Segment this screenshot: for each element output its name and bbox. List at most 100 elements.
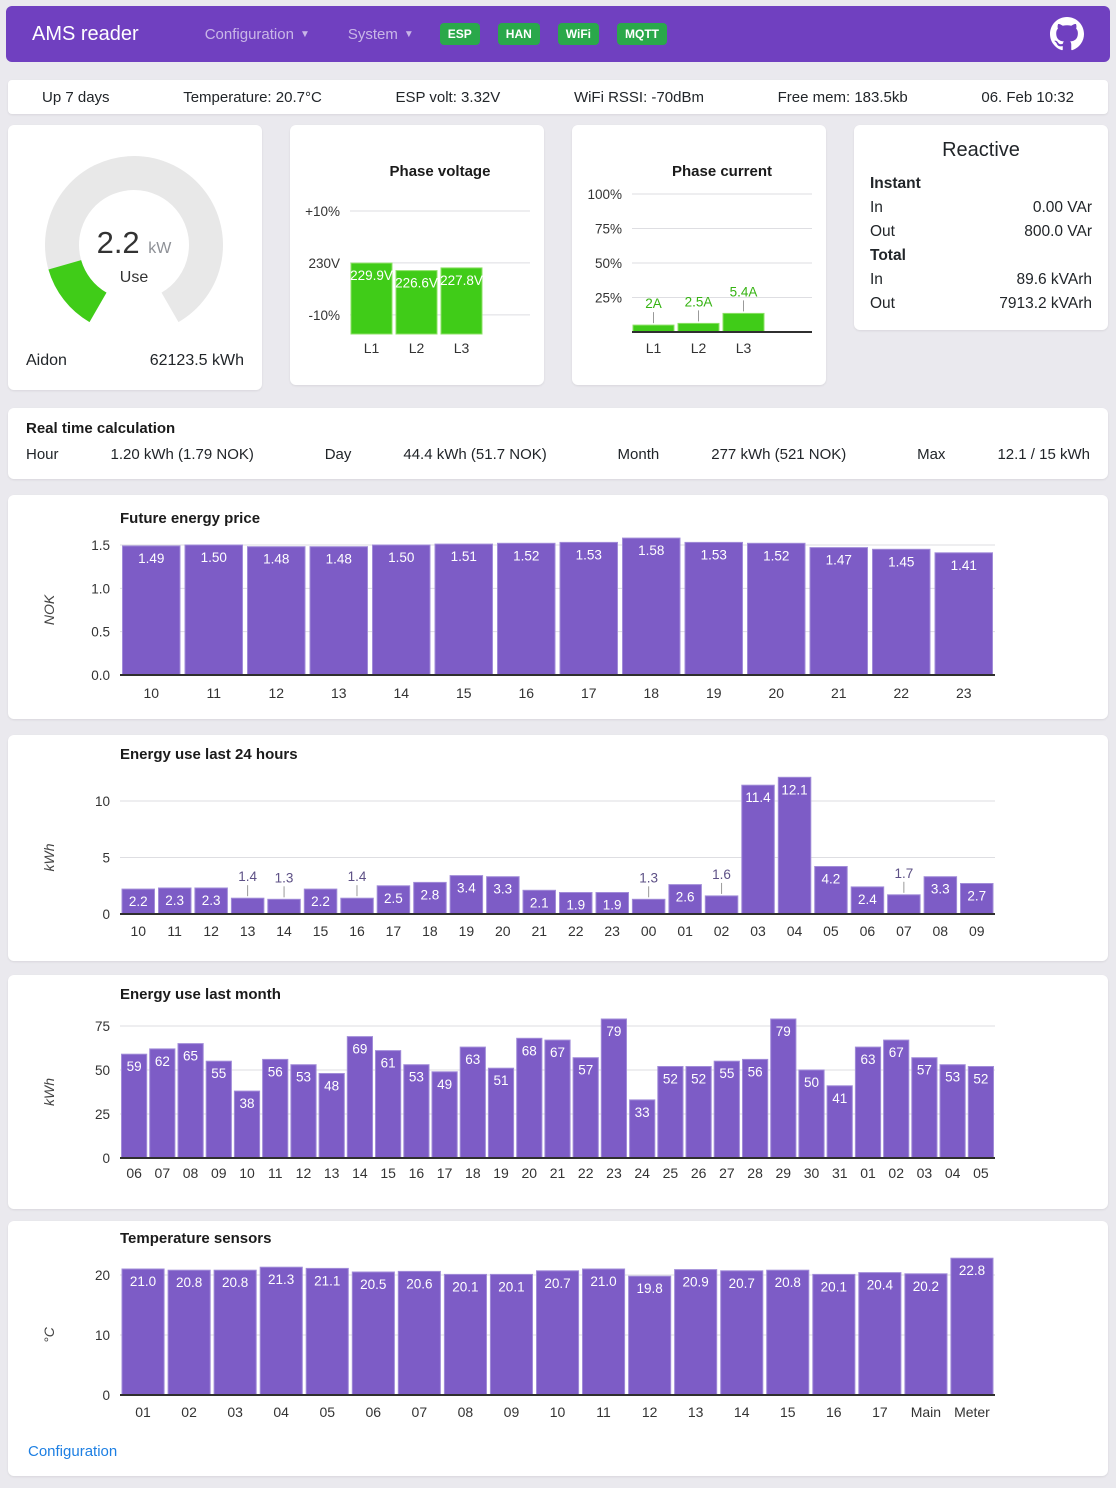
svg-text:2.3: 2.3 bbox=[165, 893, 184, 908]
svg-text:02: 02 bbox=[888, 1165, 904, 1181]
wifi-status-badge: WiFi bbox=[557, 23, 600, 45]
chevron-down-icon: ▼ bbox=[299, 28, 310, 40]
svg-text:65: 65 bbox=[183, 1049, 198, 1064]
reactive-total-header: Total bbox=[870, 247, 906, 264]
realtime-month: Month 277 kWh (521 NOK) bbox=[617, 446, 847, 463]
svg-text:1.5: 1.5 bbox=[91, 538, 110, 553]
svg-text:05: 05 bbox=[823, 923, 839, 939]
svg-text:29: 29 bbox=[776, 1165, 792, 1181]
svg-text:2.2: 2.2 bbox=[311, 894, 330, 909]
svg-text:21.3: 21.3 bbox=[268, 1272, 294, 1287]
svg-text:kWh: kWh bbox=[41, 843, 57, 871]
reactive-instant-header: Instant bbox=[870, 175, 921, 192]
svg-text:50: 50 bbox=[804, 1075, 819, 1090]
svg-text:53: 53 bbox=[409, 1070, 424, 1085]
svg-text:12: 12 bbox=[203, 923, 219, 939]
app-title: AMS reader bbox=[32, 22, 139, 45]
svg-text:56: 56 bbox=[748, 1064, 763, 1079]
svg-text:57: 57 bbox=[578, 1063, 593, 1078]
svg-text:03: 03 bbox=[750, 923, 766, 939]
svg-text:31: 31 bbox=[832, 1165, 848, 1181]
svg-text:06: 06 bbox=[366, 1404, 382, 1420]
svg-text:17: 17 bbox=[437, 1165, 453, 1181]
svg-text:15: 15 bbox=[456, 685, 472, 701]
github-icon[interactable] bbox=[1050, 17, 1084, 51]
svg-text:52: 52 bbox=[691, 1071, 706, 1086]
svg-text:03: 03 bbox=[227, 1404, 243, 1420]
svg-text:01: 01 bbox=[860, 1165, 876, 1181]
svg-text:227.8V: 227.8V bbox=[440, 273, 483, 288]
svg-text:1.48: 1.48 bbox=[263, 552, 289, 567]
svg-text:3.4: 3.4 bbox=[457, 881, 476, 896]
meter-name: Aidon bbox=[26, 352, 67, 369]
svg-text:2A: 2A bbox=[645, 296, 662, 311]
svg-text:Energy use last month: Energy use last month bbox=[120, 986, 281, 1003]
svg-text:53: 53 bbox=[296, 1070, 311, 1085]
svg-text:04: 04 bbox=[787, 923, 803, 939]
svg-text:52: 52 bbox=[663, 1071, 678, 1086]
svg-text:48: 48 bbox=[324, 1079, 339, 1094]
svg-text:L1: L1 bbox=[364, 340, 380, 356]
svg-text:Use: Use bbox=[120, 269, 149, 286]
realtime-month-value: 277 kWh (521 NOK) bbox=[711, 446, 847, 463]
configuration-link[interactable]: Configuration bbox=[28, 1443, 118, 1460]
realtime-max: Max 12.1 / 15 kWh bbox=[917, 446, 1090, 463]
realtime-hour: Hour 1.20 kWh (1.79 NOK) bbox=[26, 446, 254, 463]
power-gauge-card: 2.2 kW Use Aidon 62123.5 kWh bbox=[8, 125, 262, 390]
svg-text:1.4: 1.4 bbox=[238, 869, 257, 884]
temperature-status: Temperature: 20.7°C bbox=[183, 88, 322, 106]
svg-text:17: 17 bbox=[386, 923, 402, 939]
svg-text:Temperature sensors: Temperature sensors bbox=[120, 1230, 271, 1247]
svg-text:13: 13 bbox=[324, 1165, 340, 1181]
svg-text:1.52: 1.52 bbox=[763, 548, 789, 563]
svg-text:01: 01 bbox=[677, 923, 693, 939]
svg-text:11: 11 bbox=[206, 685, 221, 701]
svg-text:13: 13 bbox=[331, 685, 347, 701]
realtime-calculation-card: Real time calculation Hour 1.20 kWh (1.7… bbox=[8, 408, 1108, 479]
status-bar: Up 7 days Temperature: 20.7°C ESP volt: … bbox=[8, 80, 1108, 114]
svg-text:1.53: 1.53 bbox=[576, 547, 602, 562]
svg-text:09: 09 bbox=[969, 923, 985, 939]
svg-text:67: 67 bbox=[550, 1045, 565, 1060]
reactive-total-out-row: Out 7913.2 kVArh bbox=[870, 292, 1092, 316]
svg-text:08: 08 bbox=[183, 1165, 199, 1181]
svg-text:L2: L2 bbox=[409, 340, 425, 356]
svg-text:14: 14 bbox=[276, 923, 292, 939]
svg-text:20.4: 20.4 bbox=[867, 1278, 894, 1293]
svg-text:100%: 100% bbox=[587, 187, 622, 202]
svg-text:10: 10 bbox=[95, 1328, 110, 1343]
svg-text:12: 12 bbox=[642, 1404, 658, 1420]
svg-text:00: 00 bbox=[641, 923, 657, 939]
svg-text:20.8: 20.8 bbox=[176, 1275, 202, 1290]
power-gauge-svg: 2.2 kW Use bbox=[45, 156, 223, 323]
svg-text:1.9: 1.9 bbox=[566, 898, 585, 913]
svg-text:21: 21 bbox=[831, 685, 847, 701]
svg-text:53: 53 bbox=[945, 1070, 960, 1085]
svg-text:1.3: 1.3 bbox=[639, 870, 658, 885]
svg-text:1.58: 1.58 bbox=[638, 543, 664, 558]
top-cards-row: 2.2 kW Use Aidon 62123.5 kWh +10% 230V -10%… bbox=[8, 125, 1108, 390]
nav-configuration-dropdown[interactable]: Configuration ▼ bbox=[204, 25, 310, 43]
svg-text:226.6V: 226.6V bbox=[395, 276, 438, 291]
svg-text:23: 23 bbox=[606, 1165, 622, 1181]
svg-text:26: 26 bbox=[691, 1165, 707, 1181]
svg-text:12: 12 bbox=[296, 1165, 312, 1181]
datetime-status: 06. Feb 10:32 bbox=[981, 88, 1074, 106]
svg-text:16: 16 bbox=[826, 1404, 842, 1420]
svg-text:20.2: 20.2 bbox=[913, 1279, 939, 1294]
app-header: AMS reader Configuration ▼ System ▼ ESP … bbox=[6, 6, 1110, 62]
svg-text:1.3: 1.3 bbox=[275, 870, 294, 885]
svg-text:07: 07 bbox=[412, 1404, 428, 1420]
svg-text:03: 03 bbox=[917, 1165, 933, 1181]
svg-text:2.3: 2.3 bbox=[202, 893, 221, 908]
svg-text:69: 69 bbox=[352, 1042, 367, 1057]
nav-system-dropdown[interactable]: System ▼ bbox=[347, 25, 414, 43]
svg-text:24: 24 bbox=[634, 1165, 650, 1181]
svg-text:L2: L2 bbox=[691, 340, 707, 356]
svg-text:1.50: 1.50 bbox=[201, 550, 227, 565]
svg-text:2.4: 2.4 bbox=[858, 892, 877, 907]
svg-text:14: 14 bbox=[393, 685, 409, 701]
svg-text:19.8: 19.8 bbox=[636, 1281, 662, 1296]
svg-text:16: 16 bbox=[349, 923, 365, 939]
free-mem-status: Free mem: 183.5kb bbox=[777, 88, 908, 106]
